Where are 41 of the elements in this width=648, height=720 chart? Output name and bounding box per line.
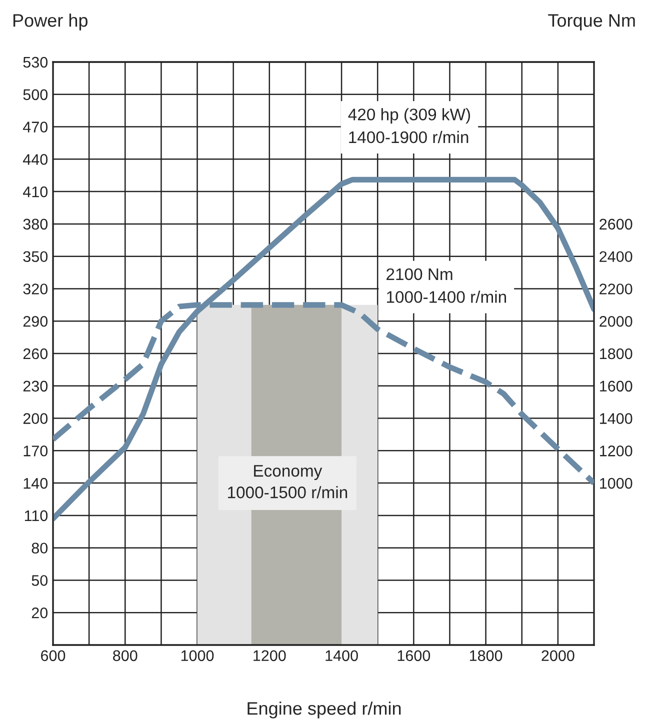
annotation: 2100 Nm 1000-1400 r/min	[386, 268, 506, 303]
band-label: Economy 1000-1500 r/min	[228, 465, 348, 498]
y2-tick-label: 1200	[600, 446, 632, 456]
y-tick-label: 440	[23, 154, 48, 165]
y-tick-label: 200	[23, 413, 48, 424]
y-tick-label: 500	[23, 89, 48, 100]
y-tick-label: 140	[24, 478, 48, 489]
y2-tick-label: 2600	[600, 218, 632, 230]
y2-tick-label: 1600	[600, 380, 632, 392]
y2-tick-label: 2200	[600, 284, 632, 294]
y2-axis-title: Torque Nm	[548, 14, 635, 30]
x-tick-label: 1200	[254, 650, 286, 662]
y2-tick-label: 1000	[600, 478, 632, 489]
x-tick-label: 2000	[542, 650, 574, 662]
x-tick-label: 1600	[398, 650, 430, 662]
y-tick-label: 530	[23, 56, 48, 68]
y-tick-label: 20	[32, 607, 48, 618]
y2-tick-label: 1800	[600, 348, 632, 360]
y-tick-label: 350	[23, 251, 48, 262]
y-tick-label: 260	[23, 348, 48, 360]
x-tick-label: 1800	[470, 650, 502, 662]
y-tick-label: 410	[23, 186, 48, 198]
y2-tick-label: 1400	[600, 413, 632, 424]
y-tick-label: 110	[24, 510, 48, 522]
x-tick-label: 600	[41, 650, 66, 662]
x-tick-label: 1000	[181, 650, 214, 662]
annotation: 420 hp (309 kW) 1400-1900 r/min	[348, 108, 470, 144]
y-tick-label: 170	[24, 446, 48, 456]
y-tick-label: 230	[23, 380, 48, 392]
y-tick-label: 80	[32, 542, 48, 554]
x-axis-title: Engine speed r/min	[248, 702, 401, 718]
x-tick-label: 1400	[326, 650, 358, 662]
y-tick-label: 290	[23, 316, 48, 327]
y-tick-label: 380	[23, 218, 48, 230]
y-axis-title: Power hp	[13, 14, 88, 30]
x-tick-label: 800	[113, 650, 138, 662]
y2-tick-label: 2000	[600, 316, 632, 327]
y2-tick-label: 2400	[600, 251, 632, 262]
y-tick-label: 320	[23, 284, 48, 294]
y-tick-label: 50	[32, 575, 48, 586]
y-tick-label: 470	[23, 122, 48, 132]
